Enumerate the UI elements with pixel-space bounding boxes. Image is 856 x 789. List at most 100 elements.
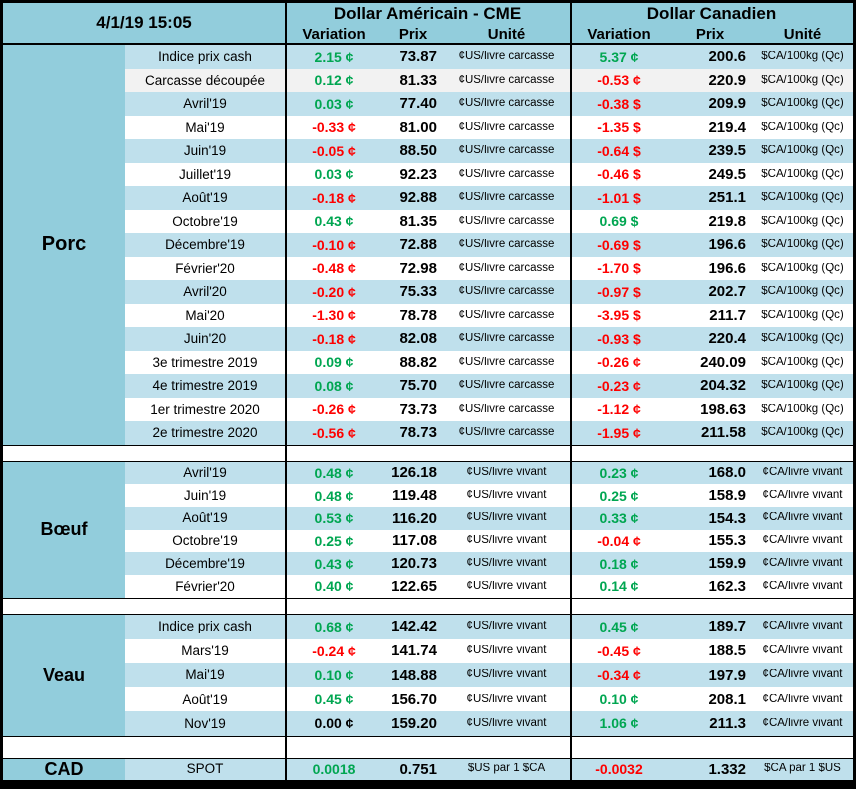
ca-variation-value: 1.06 ¢: [599, 716, 639, 731]
ca-variation-value: 0.10 ¢: [599, 692, 639, 707]
row-label: Décembre'19: [165, 556, 245, 571]
ca-unit-label: ¢CA/livre vivant: [762, 620, 843, 632]
ca-unit-label: ¢CA/livre vivant: [762, 467, 843, 479]
ca-variation-value: 0.69 $: [599, 214, 639, 229]
ca-variation-value: -0.64 $: [597, 143, 641, 158]
ca-variation-value: -1.01 $: [597, 190, 641, 205]
ca-price-value: 200.6: [708, 49, 746, 65]
us-price-value: 72.98: [399, 260, 437, 276]
us-price-value: 148.88: [391, 667, 437, 683]
us-variation-value: 0.43 ¢: [314, 556, 354, 571]
row-label: SPOT: [186, 762, 224, 776]
us-variation-value: -0.33 ¢: [312, 120, 356, 135]
ca-price-value: 249.5: [708, 166, 746, 182]
ca-price-value: 251.1: [708, 190, 746, 206]
row-label: Août'19: [182, 511, 228, 525]
table-row: Mai'19 0.10 ¢ 148.88 ¢US/livre vivant -0.34 …: [125, 663, 853, 688]
section-label: Veau: [3, 614, 125, 736]
us-unit-label: ¢US/livre vivant: [466, 557, 547, 569]
ca-unit-label: ¢CA/livre vivant: [762, 489, 843, 501]
us-price-value: 156.70: [391, 691, 437, 707]
us-price-value: 141.74: [391, 643, 437, 659]
table-row: Juillet'19 0.03 ¢ 92.23 ¢US/livre carcasse -…: [125, 162, 853, 186]
us-variation-value: -1.30 ¢: [312, 308, 356, 323]
section-buf: Bœuf Avril'19 0.48 ¢ 126.18 ¢US/livre vivant…: [3, 461, 853, 598]
us-variation-value: -0.24 ¢: [312, 643, 356, 658]
ca-price-value: 154.3: [708, 510, 746, 526]
us-price-value: 120.73: [391, 556, 437, 572]
us-unit-label: ¢US/livre vivant: [466, 717, 547, 729]
section-label: CAD: [3, 758, 125, 780]
section-veau: Veau Indice prix cash 0.68 ¢ 142.42 ¢US/livr…: [3, 614, 853, 736]
us-column-header-prix: Prix: [398, 25, 428, 43]
us-variation-value: 0.45 ¢: [314, 692, 354, 707]
us-unit-label: ¢US/livre carcasse: [458, 380, 555, 391]
ca-price-value: 208.1: [708, 691, 746, 707]
ca-variation-value: -0.93 $: [597, 331, 641, 346]
table-header: 4/1/19 15:05 Dollar Américain - CME Vari…: [3, 3, 853, 45]
table-row: Décembre'19 0.43 ¢ 120.73 ¢US/livre vivant 0…: [125, 552, 853, 575]
us-variation-value: -0.05 ¢: [312, 143, 356, 158]
ca-unit-label: $CA/100kg (Qc): [761, 309, 844, 321]
us-price-value: 73.87: [399, 49, 437, 65]
table-row: Mai'20 -1.30 ¢ 78.78 ¢US/livre carcasse -3.9…: [125, 303, 853, 327]
section-label: Bœuf: [3, 461, 125, 598]
ca-column-header-prix: Prix: [695, 25, 725, 43]
us-price-value: 82.08: [399, 331, 437, 347]
ca-price-value: 202.7: [708, 284, 746, 300]
ca-unit-label: ¢CA/livre vivant: [762, 580, 843, 592]
us-variation-value: 0.43 ¢: [314, 214, 354, 229]
us-price-value: 122.65: [391, 578, 437, 594]
us-price-value: 75.33: [399, 284, 437, 300]
ca-price-value: 196.6: [708, 237, 746, 253]
us-price-value: 72.88: [399, 237, 437, 253]
us-variation-value: -0.10 ¢: [312, 237, 356, 252]
us-unit-label: ¢US/livre vivant: [466, 489, 547, 501]
section-label: Porc: [3, 45, 125, 445]
row-label: Février'20: [175, 261, 235, 275]
row-label: Octobre'19: [172, 214, 238, 228]
row-label: Mai'19: [185, 120, 225, 134]
ca-unit-label: $CA/100kg (Qc): [761, 192, 844, 203]
ca-price-value: 240.09: [700, 354, 746, 370]
table-row: Août'19 -0.18 ¢ 92.88 ¢US/livre carcasse -1.…: [125, 186, 853, 210]
us-price-value: 159.20: [391, 715, 437, 731]
row-label: Indice prix cash: [158, 619, 252, 634]
ca-price-value: 209.9: [708, 96, 746, 112]
us-price-value: 88.82: [399, 354, 437, 370]
table-row: Mars'19 -0.24 ¢ 141.74 ¢US/livre vivant -0.4…: [125, 638, 853, 663]
row-label: 2e trimestre 2020: [152, 426, 258, 440]
row-label: Carcasse découpée: [144, 73, 266, 87]
row-label: Août'19: [182, 692, 228, 707]
us-unit-label: ¢US/livre carcasse: [458, 168, 555, 180]
table-row: Juin'20 -0.18 ¢ 82.08 ¢US/livre carcasse -0.…: [125, 327, 853, 351]
ca-price-value: 219.4: [708, 119, 746, 135]
table-row: Décembre'19 -0.10 ¢ 72.88 ¢US/livre carcass…: [125, 233, 853, 257]
ca-variation-value: -0.46 $: [597, 167, 641, 182]
us-price-value: 77.40: [399, 96, 437, 112]
ca-price-value: 196.6: [708, 260, 746, 276]
table-row: Avril'20 -0.20 ¢ 75.33 ¢US/livre carcasse -0…: [125, 280, 853, 304]
row-label: Février'20: [175, 579, 235, 594]
ca-unit-label: $CA/100kg (Qc): [761, 380, 844, 391]
us-price-value: 0.751: [399, 761, 437, 777]
us-price-value: 117.08: [391, 533, 437, 549]
ca-price-value: 220.9: [708, 72, 746, 88]
us-variation-value: 0.68 ¢: [314, 619, 354, 634]
ca-price-value: 168.0: [708, 465, 746, 481]
us-unit-label: ¢US/livre vivant: [466, 620, 547, 632]
us-variation-value: 0.48 ¢: [314, 465, 354, 480]
us-variation-value: 2.15 ¢: [314, 49, 354, 64]
us-unit-label: ¢US/livre carcasse: [458, 427, 555, 438]
row-label: Juin'19: [183, 144, 227, 158]
ca-price-value: 155.3: [708, 533, 746, 549]
table-row: Octobre'19 0.43 ¢ 81.35 ¢US/livre carcasse 0…: [125, 209, 853, 233]
ca-variation-value: -0.53 ¢: [597, 73, 641, 88]
row-label: Août'19: [182, 191, 228, 205]
row-label: Décembre'19: [165, 238, 245, 252]
ca-dollar-header-group: Dollar Canadien Variation Prix Unité: [570, 3, 853, 43]
us-unit-label: ¢US/livre vivant: [466, 645, 547, 657]
ca-variation-value: 0.23 ¢: [599, 465, 639, 480]
ca-variation-value: 5.37 ¢: [599, 49, 639, 64]
row-label: Octobre'19: [172, 534, 238, 548]
